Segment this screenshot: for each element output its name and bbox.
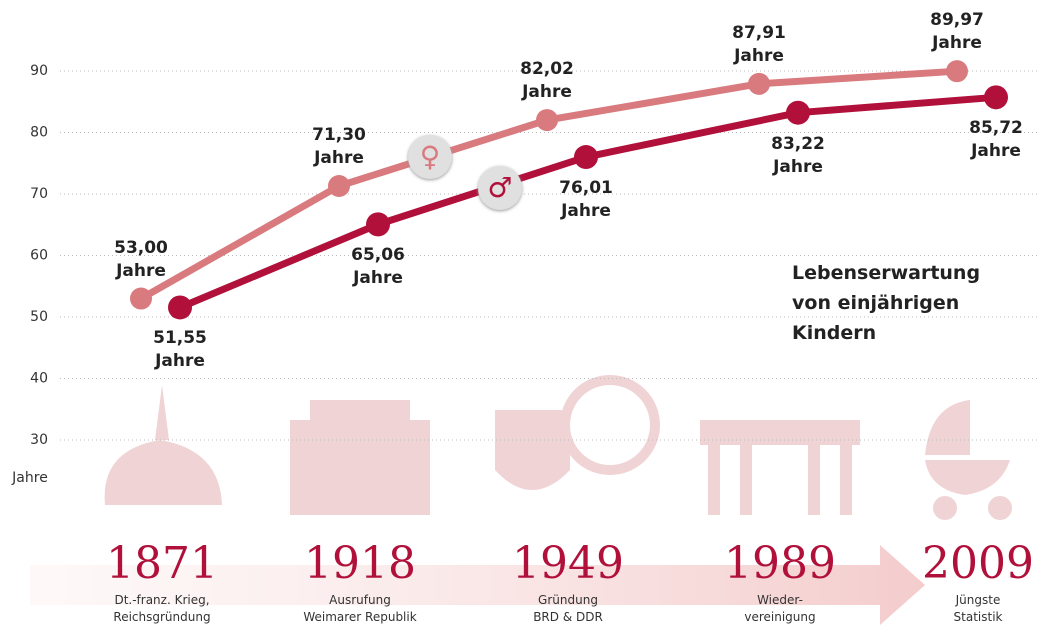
category-note: Wieder- vereinigung [705, 592, 855, 626]
x-tick-label: 1918 [304, 538, 416, 589]
category-note: Gründung BRD & DDR [493, 592, 643, 626]
data-label: 89,97 Jahre [930, 9, 984, 55]
x-tick-label: 1871 [106, 538, 218, 589]
data-label: 51,55 Jahre [153, 327, 207, 373]
point [574, 145, 598, 169]
point [536, 109, 558, 131]
point [748, 73, 770, 95]
point [168, 295, 192, 319]
legend-entry: ♂ [478, 166, 522, 210]
y-tick-label: 80 [30, 125, 48, 141]
icons [105, 380, 1012, 520]
data-label: 85,72 Jahre [969, 117, 1023, 163]
point [786, 101, 810, 125]
chart: Jahre 30 40 50 60 70 80 90 Lebenserwartung von… [0, 0, 1056, 628]
category-note: Jüngste Statistik [903, 592, 1053, 626]
y-tick-label: 90 [30, 63, 48, 79]
category-note: Dt.-franz. Krieg, Reichsgründung [87, 592, 237, 626]
data-label: 71,30 Jahre [312, 124, 366, 170]
y-tick-label: 70 [30, 186, 48, 202]
data-label: 76,01 Jahre [559, 177, 613, 223]
y-tick-label: 30 [30, 432, 48, 448]
chart-title: Lebenserwartung von einjährigen Kindern [792, 258, 1022, 348]
x-tick-label: 2009 [922, 538, 1034, 589]
data-label: 82,02 Jahre [520, 58, 574, 104]
y-tick-label: 50 [30, 309, 48, 325]
point [946, 60, 968, 82]
y-axis-label: Jahre [11, 470, 48, 486]
legend-entry: ♀ [408, 135, 452, 179]
y-tick-label: 60 [30, 248, 48, 264]
category-note: Ausrufung Weimarer Republik [285, 592, 435, 626]
data-label: 65,06 Jahre [351, 244, 405, 290]
data-label: 83,22 Jahre [771, 133, 825, 179]
data-label: 53,00 Jahre [114, 237, 168, 283]
x-tick-label: 1949 [512, 538, 624, 589]
data-label: 87,91 Jahre [732, 22, 786, 68]
point [328, 175, 350, 197]
point [984, 85, 1008, 109]
y-tick-label: 40 [30, 371, 48, 387]
point [130, 288, 152, 310]
point [366, 212, 390, 236]
x-tick-label: 1989 [724, 538, 836, 589]
